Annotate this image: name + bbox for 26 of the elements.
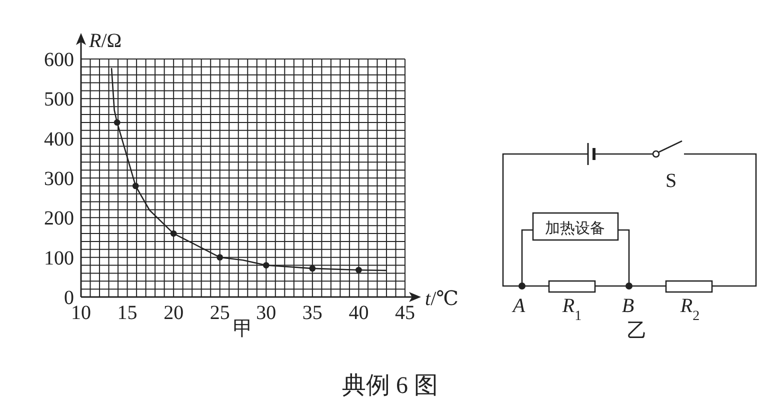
text: 甲 <box>233 318 253 340</box>
x-axis-title: t/℃ <box>425 288 458 310</box>
x-tick-label: 30 <box>256 302 276 324</box>
x-tick-label: 35 <box>302 302 322 324</box>
text: R$_{2}$ <box>679 295 700 324</box>
x-tick-label: 40 <box>348 302 369 324</box>
text: 典例 6 图 <box>342 373 438 399</box>
y-tick-label: 400 <box>44 128 74 150</box>
x-tick-label: 10 <box>71 302 91 324</box>
y-tick-label: 100 <box>44 247 74 270</box>
text: S <box>665 170 677 192</box>
text: B <box>622 295 634 317</box>
y-tick-label: 300 <box>44 168 74 190</box>
x-tick-label: 15 <box>117 302 138 324</box>
x-tick-label: 25 <box>210 302 230 324</box>
text: A <box>510 295 526 317</box>
y-axis-title: R/Ω <box>88 30 122 52</box>
y-tick-label: 600 <box>44 49 74 71</box>
y-tick-label: 500 <box>44 88 74 111</box>
text: R$_{1}$ <box>561 295 582 324</box>
text: 乙 <box>627 320 647 342</box>
x-tick-label: 45 <box>395 302 415 324</box>
x-tick-label: 20 <box>164 302 184 324</box>
text: 加热设备 <box>545 220 605 237</box>
y-tick-label: 200 <box>44 208 74 230</box>
y-tick-label: 0 <box>64 287 74 309</box>
